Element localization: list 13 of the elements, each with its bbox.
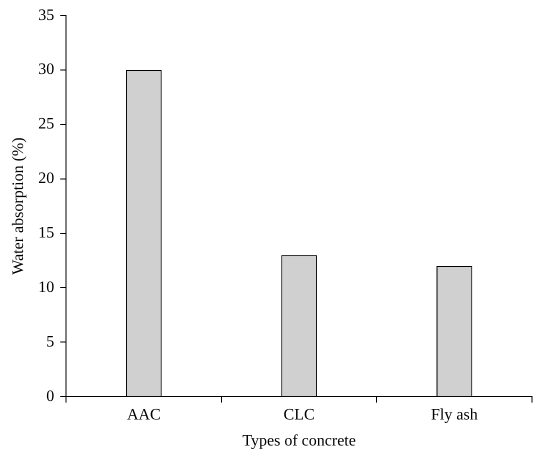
y-tick-label: 15: [38, 224, 54, 242]
y-tick-label: 25: [38, 116, 54, 133]
y-tick-label: 5: [46, 333, 54, 350]
y-tick-label: 30: [38, 61, 54, 78]
x-axis-title: Types of concrete: [242, 432, 356, 450]
y-tick-label: 20: [38, 170, 54, 188]
y-tick-label: 35: [38, 6, 54, 24]
x-tick-label: CLC: [284, 406, 315, 424]
x-tick-label: Fly ash: [431, 406, 478, 424]
y-axis-title: Water absorption (%): [10, 137, 27, 275]
y-tick-label: 10: [38, 278, 54, 296]
y-tick-label: 0: [46, 388, 54, 405]
x-tick-label: AAC: [126, 406, 161, 424]
